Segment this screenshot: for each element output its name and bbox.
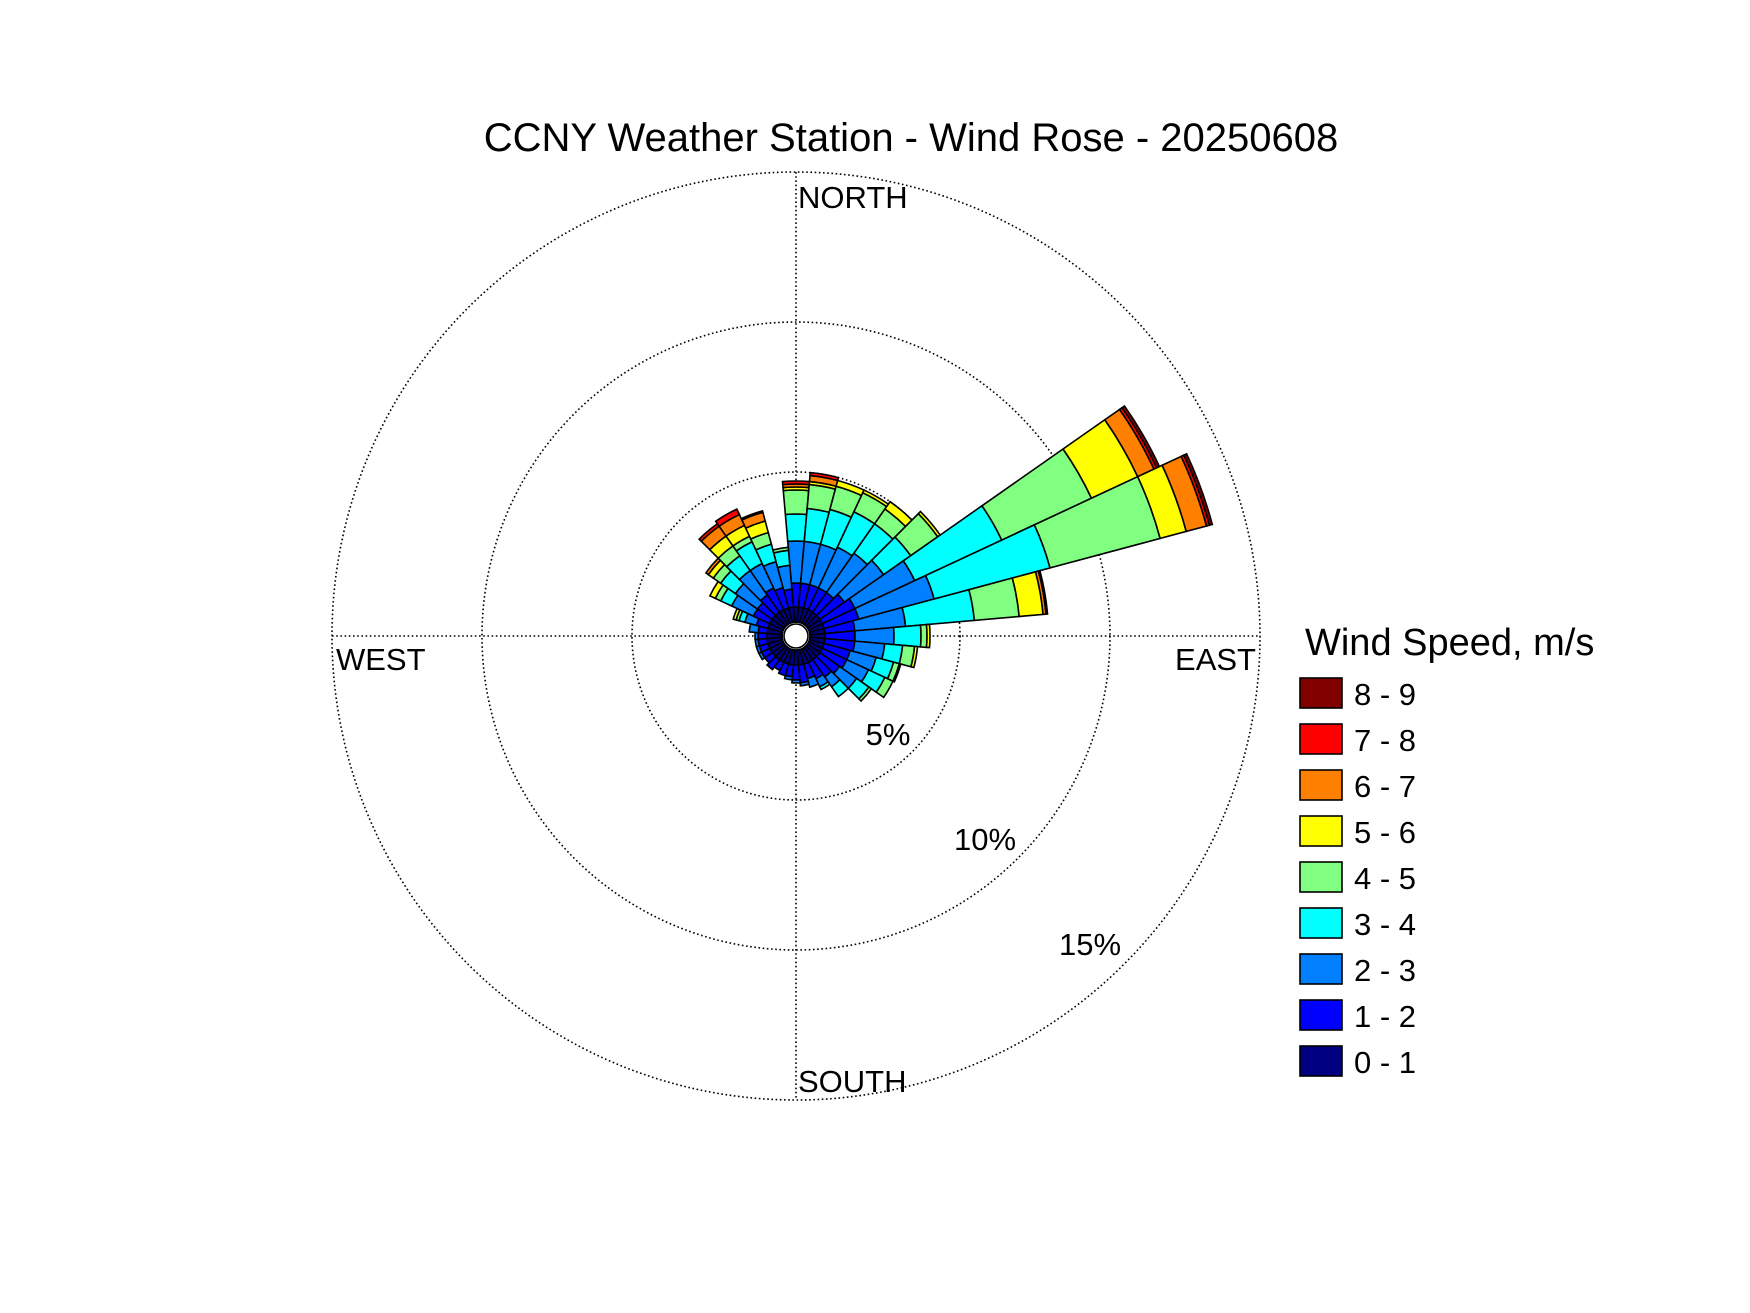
ring-label-5: 5% [866, 717, 911, 752]
wedge-0-bin-7 [781, 480, 811, 486]
wedge-90-bin-3 [892, 624, 922, 648]
wedge-350-bin-4 [771, 546, 790, 554]
wedge-270-bin-2 [754, 631, 760, 641]
ring-5 [631, 471, 961, 801]
wedge-220-bin-1 [765, 655, 781, 671]
wedge-190-bin-2 [783, 674, 794, 681]
wedge-260-bin-2 [754, 638, 761, 648]
legend-swatch [1299, 953, 1343, 985]
direction-label-south: SOUTH [798, 1064, 907, 1099]
wind-wedges [697, 404, 1214, 703]
legend-label: 0 - 1 [1354, 1045, 1416, 1080]
polar-grid [331, 171, 1261, 1101]
calm-center [783, 623, 809, 649]
legend-label: 1 - 2 [1354, 999, 1416, 1034]
legend-swatch [1299, 999, 1343, 1031]
wedge-0-bin-4 [782, 489, 810, 516]
legend-label: 3 - 4 [1354, 907, 1416, 942]
wedge-340-bin-7 [740, 509, 764, 522]
legend-swatch [1299, 723, 1343, 755]
legend-label: 7 - 8 [1354, 723, 1416, 758]
wedge-160-bin-2 [806, 674, 820, 689]
wedge-130-bin-4 [857, 685, 873, 703]
wedge-110-bin-5 [891, 662, 902, 683]
wedge-0-bin-3 [784, 513, 808, 543]
legend-title: Wind Speed, m/s [1305, 622, 1594, 664]
legend: Wind Speed, m/s 8 - 9 7 - 8 6 - 7 5 - 6 4 - … [1299, 622, 1594, 1080]
wedge-70-bin-8 [1182, 452, 1214, 527]
wedge-80-bin-7 [1037, 569, 1049, 615]
legend-swatch [1299, 1045, 1343, 1077]
wedge-180-bin-2 [791, 678, 801, 684]
wedge-140-bin-3 [830, 678, 850, 698]
legend-swatch [1299, 769, 1343, 801]
direction-label-west: WEST [336, 642, 426, 677]
legend-label: 5 - 6 [1354, 815, 1416, 850]
wedge-330-bin-7 [714, 508, 741, 528]
ring-label-15: 15% [1059, 927, 1121, 962]
wedge-120-bin-4 [875, 676, 895, 699]
direction-label-north: NORTH [798, 180, 908, 215]
legend-items: 8 - 9 7 - 8 6 - 7 5 - 6 4 - 5 3 - 4 2 - 3 1 - 2… [1299, 677, 1416, 1080]
wedge-90-bin-5 [925, 623, 931, 649]
wedge-100-bin-5 [909, 645, 919, 669]
legend-swatch [1299, 677, 1343, 709]
legend-label: 6 - 7 [1354, 769, 1416, 804]
legend-label: 8 - 9 [1354, 677, 1416, 712]
legend-swatch [1299, 861, 1343, 893]
legend-swatch [1299, 907, 1343, 939]
direction-label-east: EAST [1175, 642, 1256, 677]
legend-swatch [1299, 815, 1343, 847]
wedge-10-bin-7 [809, 471, 840, 482]
chart-title: CCNY Weather Station - Wind Rose - 20250… [484, 116, 1339, 160]
legend-label: 2 - 3 [1354, 953, 1416, 988]
ring-label-10: 10% [954, 822, 1016, 857]
wedge-200-bin-1 [777, 661, 790, 677]
legend-label: 4 - 5 [1354, 861, 1416, 896]
wedge-150-bin-3 [818, 680, 831, 691]
wedge-170-bin-2 [799, 680, 810, 687]
